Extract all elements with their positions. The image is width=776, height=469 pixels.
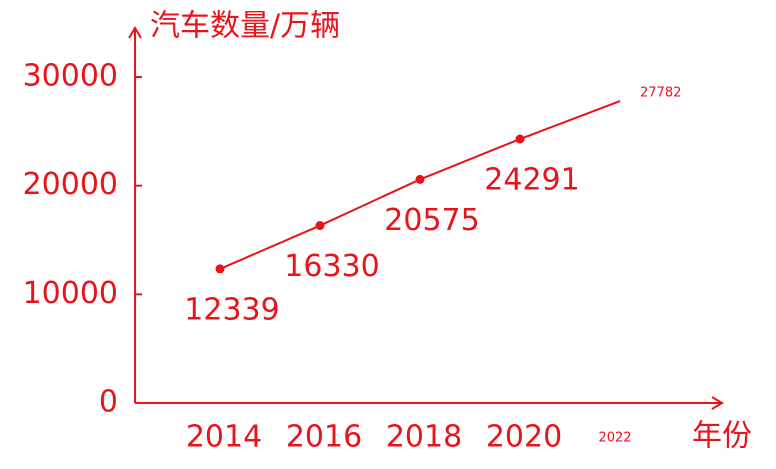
point [215, 264, 225, 274]
x-axis [135, 396, 724, 410]
data-label: 24291 [484, 163, 579, 198]
y-tick-label: 30000 [23, 59, 118, 94]
point [515, 134, 525, 144]
x-axis-label: 年份 [692, 419, 752, 454]
x-tick-label: 2020 [486, 420, 562, 455]
data-label: 27782 [640, 86, 681, 101]
x-tick-label: 2018 [386, 420, 462, 455]
x-tick-label: 2014 [186, 420, 262, 455]
y-axis [128, 26, 142, 403]
y-tick-label: 20000 [23, 167, 118, 202]
point [415, 174, 425, 184]
y-axis-label: 汽车数量/万辆 [150, 9, 340, 44]
data-label: 16330 [284, 249, 379, 284]
y-tick-label: 10000 [23, 276, 118, 311]
y-tick-label: 0 [99, 385, 118, 420]
x-tick-label: 2022 [598, 431, 631, 446]
point [315, 221, 325, 231]
data-label: 20575 [384, 203, 479, 238]
data-label: 12339 [184, 292, 279, 327]
x-tick-label: 2016 [286, 420, 362, 455]
